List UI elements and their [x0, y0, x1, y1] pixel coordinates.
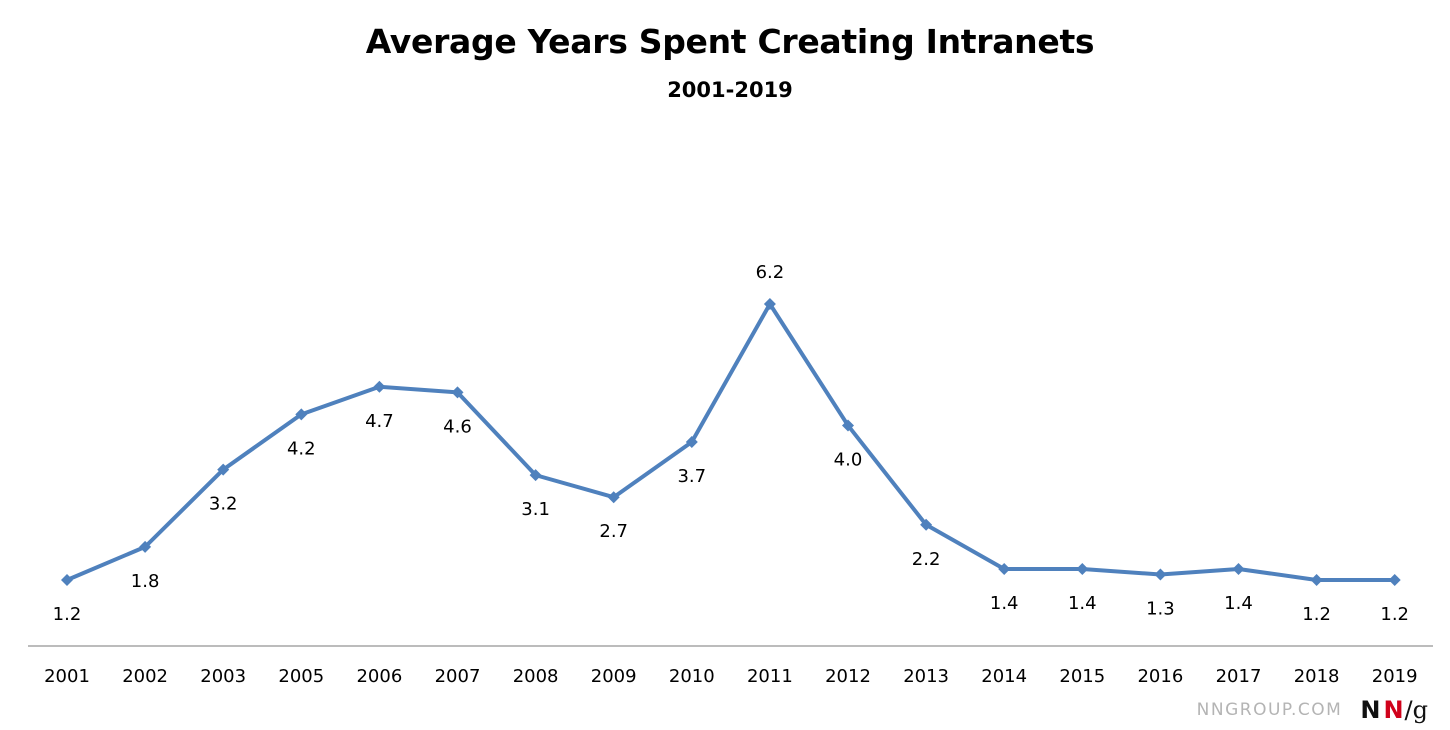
x-tick-labels: 2001 2002 2003 2005 2006 2007 2008 2009 2010 2011…: [44, 666, 1418, 687]
data-point: [842, 419, 854, 432]
x-tick-label: 2012: [825, 666, 871, 687]
x-tick-label: 2019: [1372, 666, 1418, 687]
x-tick-label: 2005: [278, 666, 324, 687]
data-point: [1076, 562, 1089, 575]
x-tick-label: 2006: [356, 666, 402, 687]
data-label: 4.2: [287, 438, 316, 459]
data-point: [1388, 574, 1401, 586]
data-label: 1.4: [1068, 593, 1097, 614]
x-tick-label: 2016: [1137, 666, 1183, 687]
data-label: 3.2: [209, 494, 238, 515]
logo-letter-n1: N: [1360, 696, 1381, 724]
data-label: 1.4: [990, 593, 1019, 614]
x-tick-label: 2007: [435, 666, 481, 687]
data-label: 4.0: [834, 449, 863, 470]
data-label: 3.1: [521, 499, 550, 520]
data-label: 1.2: [53, 604, 82, 625]
data-point: [1310, 574, 1323, 586]
data-point: [139, 540, 152, 553]
data-label: 1.2: [1302, 604, 1331, 625]
logo-letter-n2: N: [1383, 696, 1404, 724]
x-tick-label: 2001: [44, 666, 90, 687]
data-label: 3.7: [677, 466, 706, 487]
data-point: [295, 408, 308, 421]
x-tick-label: 2014: [981, 666, 1027, 687]
data-label: 1.2: [1380, 604, 1409, 625]
x-tick-label: 2013: [903, 666, 949, 687]
data-point: [61, 574, 73, 586]
data-point: [217, 463, 230, 476]
x-tick-label: 2002: [122, 666, 168, 687]
site-url: NNGROUP.COM: [1196, 700, 1343, 720]
data-point: [451, 386, 464, 399]
logo-slash: /: [1404, 696, 1413, 724]
data-point: [607, 491, 620, 504]
nng-logo: N N / g: [1360, 698, 1428, 722]
data-point: [685, 436, 698, 448]
data-label: 2.7: [599, 521, 628, 542]
data-point: [529, 469, 542, 482]
data-label: 4.7: [365, 411, 394, 432]
data-label: 6.2: [756, 262, 785, 283]
x-tick-label: 2008: [513, 666, 559, 687]
x-tick-label: 2011: [747, 666, 793, 687]
data-point: [1232, 562, 1245, 575]
x-tick-label: 2015: [1059, 666, 1105, 687]
x-tick-label: 2010: [669, 666, 715, 687]
x-tick-label: 2017: [1216, 666, 1262, 687]
series-markers: [61, 298, 1401, 586]
data-label: 2.2: [912, 549, 941, 570]
data-point: [373, 380, 386, 393]
data-labels: 1.2 1.8 3.2 4.2 4.7 4.6 3.1 2.7 3.7 6.2 4.0 2.2 1.4 1…: [53, 262, 1409, 625]
data-label: 1.8: [131, 571, 160, 592]
data-label: 4.6: [443, 416, 472, 437]
x-tick-label: 2018: [1294, 666, 1340, 687]
x-tick-label: 2009: [591, 666, 637, 687]
chart-subtitle: 2001-2019: [667, 78, 793, 102]
x-tick-label: 2003: [200, 666, 246, 687]
data-point: [1154, 568, 1167, 581]
chart-title: Average Years Spent Creating Intranets: [365, 22, 1095, 61]
data-label: 1.3: [1146, 598, 1175, 619]
data-label: 1.4: [1224, 593, 1253, 614]
data-point: [763, 298, 776, 310]
logo-letter-g: g: [1412, 696, 1428, 724]
data-point: [998, 562, 1011, 575]
nngroup-branding: NNGROUP.COM N N / g: [1197, 693, 1428, 727]
series-line: [65, 302, 1397, 582]
data-point: [920, 518, 933, 531]
